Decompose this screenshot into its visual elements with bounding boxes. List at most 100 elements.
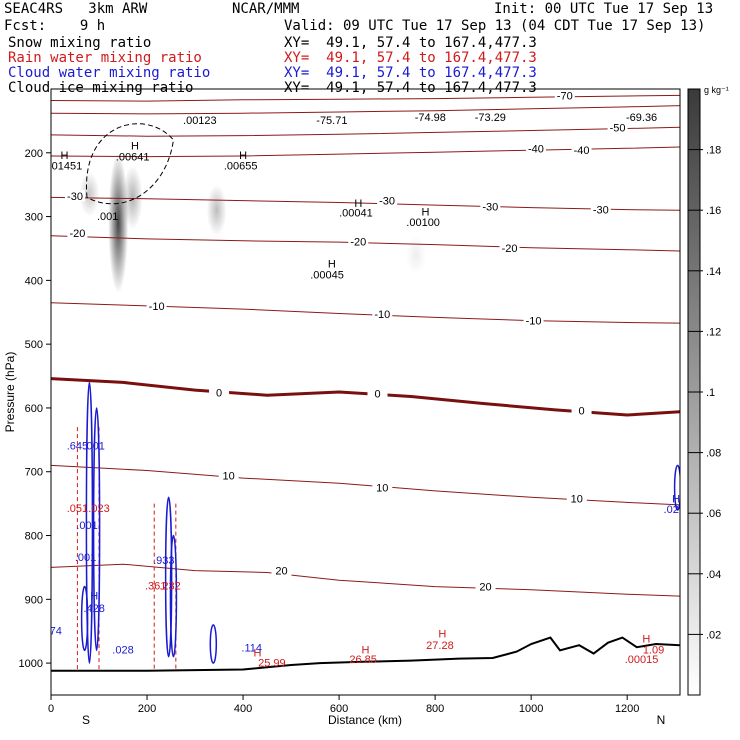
field-rain-label: Rain water mixing ratio bbox=[8, 50, 202, 66]
snow-label: H bbox=[131, 141, 139, 153]
y-tick-label: 800 bbox=[25, 531, 43, 543]
temperature-contour-label: -30 bbox=[67, 191, 83, 203]
snow-label: H bbox=[422, 206, 430, 218]
cloud-ice-shading bbox=[122, 165, 143, 230]
colorbar-tick-label: .16 bbox=[706, 205, 721, 217]
temperature-contour-label: 0 bbox=[374, 388, 380, 400]
colorbar-tick-label: .1 bbox=[706, 387, 715, 399]
contour-label-bg bbox=[271, 564, 292, 576]
temperature-contour-label: -20 bbox=[350, 236, 366, 248]
snow-label: -74.98 bbox=[415, 112, 446, 124]
contour-label-bg bbox=[499, 241, 520, 253]
rain-water-label: .232 bbox=[159, 581, 180, 593]
cloud-water-contour bbox=[209, 624, 218, 664]
temperature-contour-label: -40 bbox=[528, 143, 544, 155]
temperature-contour bbox=[51, 235, 680, 252]
colorbar-unit: g kg⁻¹ bbox=[704, 85, 729, 95]
cloud-water-contour bbox=[164, 496, 173, 658]
contour-label-bg bbox=[372, 308, 393, 320]
temperature-contour-label: -50 bbox=[610, 122, 626, 134]
center-label: NCAR/MMM bbox=[232, 1, 300, 17]
x-tick-label: 200 bbox=[138, 703, 156, 715]
temperature-contour-label: -40 bbox=[574, 145, 590, 157]
contour-label-bg bbox=[523, 314, 544, 326]
snow-label: .01451 bbox=[49, 160, 83, 172]
colorbar-tick-label: .08 bbox=[706, 448, 721, 460]
field-cloud-water-label: Cloud water mixing ratio bbox=[8, 65, 211, 81]
field-cloud-ice-label: Cloud ice mixing ratio bbox=[8, 80, 194, 96]
x-tick-label: 0 bbox=[48, 703, 54, 715]
temperature-contour bbox=[51, 105, 680, 115]
x-tick-label: 400 bbox=[234, 703, 252, 715]
snow-label: .00123 bbox=[183, 115, 217, 127]
rain-water-label: H bbox=[642, 634, 650, 646]
cloud-water-label: .114 bbox=[241, 643, 262, 655]
cloud-water-contour bbox=[169, 534, 178, 658]
cloud-water-label: 74 bbox=[50, 625, 62, 637]
cloud-water-label: .001 bbox=[84, 440, 105, 452]
snow-label: H bbox=[60, 150, 68, 162]
temperature-contour-label: -70 bbox=[557, 90, 573, 102]
y-tick-label: 400 bbox=[25, 275, 43, 287]
cloud-water-contour bbox=[80, 585, 89, 652]
cloud-ice-shading bbox=[206, 184, 227, 236]
contour-label-bg bbox=[372, 481, 393, 493]
snow-label: .00045 bbox=[310, 269, 344, 281]
snow-label: -73.29 bbox=[475, 112, 506, 124]
temperature-contour-label: 0 bbox=[216, 388, 222, 400]
contour-label-bg bbox=[566, 492, 587, 504]
rain-water-label: .361 bbox=[145, 581, 166, 593]
temperature-contour bbox=[51, 94, 680, 102]
rain-water-label: .00015 bbox=[625, 654, 659, 666]
x-tick-label: 1000 bbox=[519, 703, 543, 715]
plot-frame bbox=[50, 88, 681, 696]
contour-label-bg bbox=[367, 387, 388, 399]
y-tick-label: 600 bbox=[25, 403, 43, 415]
cloud-water-label: H bbox=[90, 590, 98, 602]
temperature-contour-label: 10 bbox=[571, 494, 583, 506]
contour-label-bg bbox=[480, 200, 501, 212]
temperature-contour bbox=[51, 563, 680, 597]
cloud-water-contour bbox=[673, 464, 680, 511]
contour-label-bg bbox=[65, 190, 86, 202]
x-axis-label: Distance (km) bbox=[328, 713, 402, 727]
temperature-contour bbox=[51, 302, 680, 324]
snow-label: .00641 bbox=[116, 151, 150, 163]
temperature-contour-label: -30 bbox=[482, 201, 498, 213]
temperature-contour bbox=[51, 146, 680, 158]
temperature-contour-label: -30 bbox=[379, 196, 395, 208]
terrain-line bbox=[51, 636, 680, 672]
temperature-contour-label: -10 bbox=[526, 316, 542, 328]
temperature-contour-label: 20 bbox=[275, 566, 287, 578]
colorbar-tick-label: .06 bbox=[706, 508, 721, 520]
cloud-water-label: .001 bbox=[75, 552, 96, 564]
snow-label: -69.36 bbox=[626, 112, 657, 124]
rain-water-label: 27.28 bbox=[426, 640, 454, 652]
y-axis-label: Pressure (hPa) bbox=[3, 352, 17, 433]
snow-label: -75.71 bbox=[316, 115, 347, 127]
y-tick-label: 500 bbox=[25, 339, 43, 351]
snow-label: H bbox=[354, 198, 362, 210]
snow-label: H bbox=[239, 150, 247, 162]
snow-label: H bbox=[328, 259, 336, 271]
colorbar-tick-label: .02 bbox=[706, 629, 721, 641]
field-snow-xy: XY= 49.1, 57.4 to 167.4,477.3 bbox=[284, 35, 537, 51]
x-end-label-right: N bbox=[657, 713, 666, 727]
valid-time: Valid: 09 UTC Tue 17 Sep 13 (04 CDT Tue … bbox=[284, 18, 706, 34]
cloud-water-label: .001 bbox=[76, 520, 97, 532]
contour-label-bg bbox=[377, 194, 398, 206]
cloud-water-label: .428 bbox=[84, 603, 105, 615]
colorbar-tick-label: .18 bbox=[706, 145, 721, 157]
contour-label-bg bbox=[607, 121, 628, 133]
temperature-contour-label: 10 bbox=[376, 483, 388, 495]
cloud-water-label: H bbox=[672, 493, 680, 505]
temperature-contour-label: -10 bbox=[374, 309, 390, 321]
temperature-contour bbox=[51, 126, 680, 137]
temperature-contour-label: -20 bbox=[502, 243, 518, 255]
rain-water-label: 1.09 bbox=[643, 645, 664, 657]
contour-label-bg bbox=[146, 299, 167, 311]
contour-label-bg bbox=[67, 227, 88, 239]
rain-water-label: .051 bbox=[67, 503, 88, 515]
cloud-water-label: .028 bbox=[112, 645, 133, 657]
cloud-ice-shading bbox=[108, 152, 129, 294]
